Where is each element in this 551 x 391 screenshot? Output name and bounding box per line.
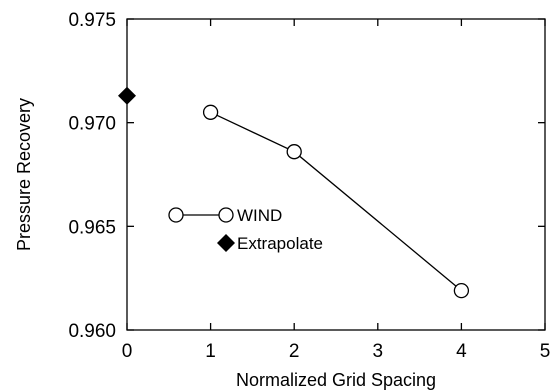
y-axis-title: Pressure Recovery [14, 98, 34, 251]
data-series [118, 86, 470, 299]
series-line-wind [210, 111, 462, 292]
x-tick-label: 3 [373, 341, 384, 362]
x-tick-label: 4 [456, 341, 467, 362]
tick-marks [126, 18, 546, 331]
x-tick-label: 1 [205, 341, 216, 362]
x-tick-label: 0 [122, 341, 133, 362]
data-point-wind [286, 144, 302, 160]
legend-extrapolate-label: Extrapolate [237, 234, 323, 253]
legend-wind-marker [168, 207, 184, 223]
legend-wind-marker [218, 207, 234, 223]
legend-extrapolate-marker [217, 234, 235, 252]
y-tick-label: 0.965 [68, 217, 116, 238]
y-tick-label: 0.975 [68, 10, 116, 31]
axes [126, 18, 546, 331]
y-tick-label: 0.960 [68, 321, 116, 342]
legend: WIND Extrapolate [168, 206, 323, 253]
data-point-extrapolate [118, 86, 136, 105]
legend-wind-label: WIND [237, 206, 282, 225]
plot-frame [126, 18, 546, 331]
tick-labels: 0 1 2 3 4 5 0.960 0.965 0.970 0.975 [68, 10, 550, 362]
x-axis-title: Normalized Grid Spacing [236, 370, 436, 390]
data-point-wind [202, 104, 219, 120]
x-tick-label: 2 [289, 341, 300, 362]
data-point-wind [453, 282, 470, 299]
y-tick-label: 0.970 [68, 114, 116, 135]
x-tick-label: 5 [540, 341, 551, 362]
